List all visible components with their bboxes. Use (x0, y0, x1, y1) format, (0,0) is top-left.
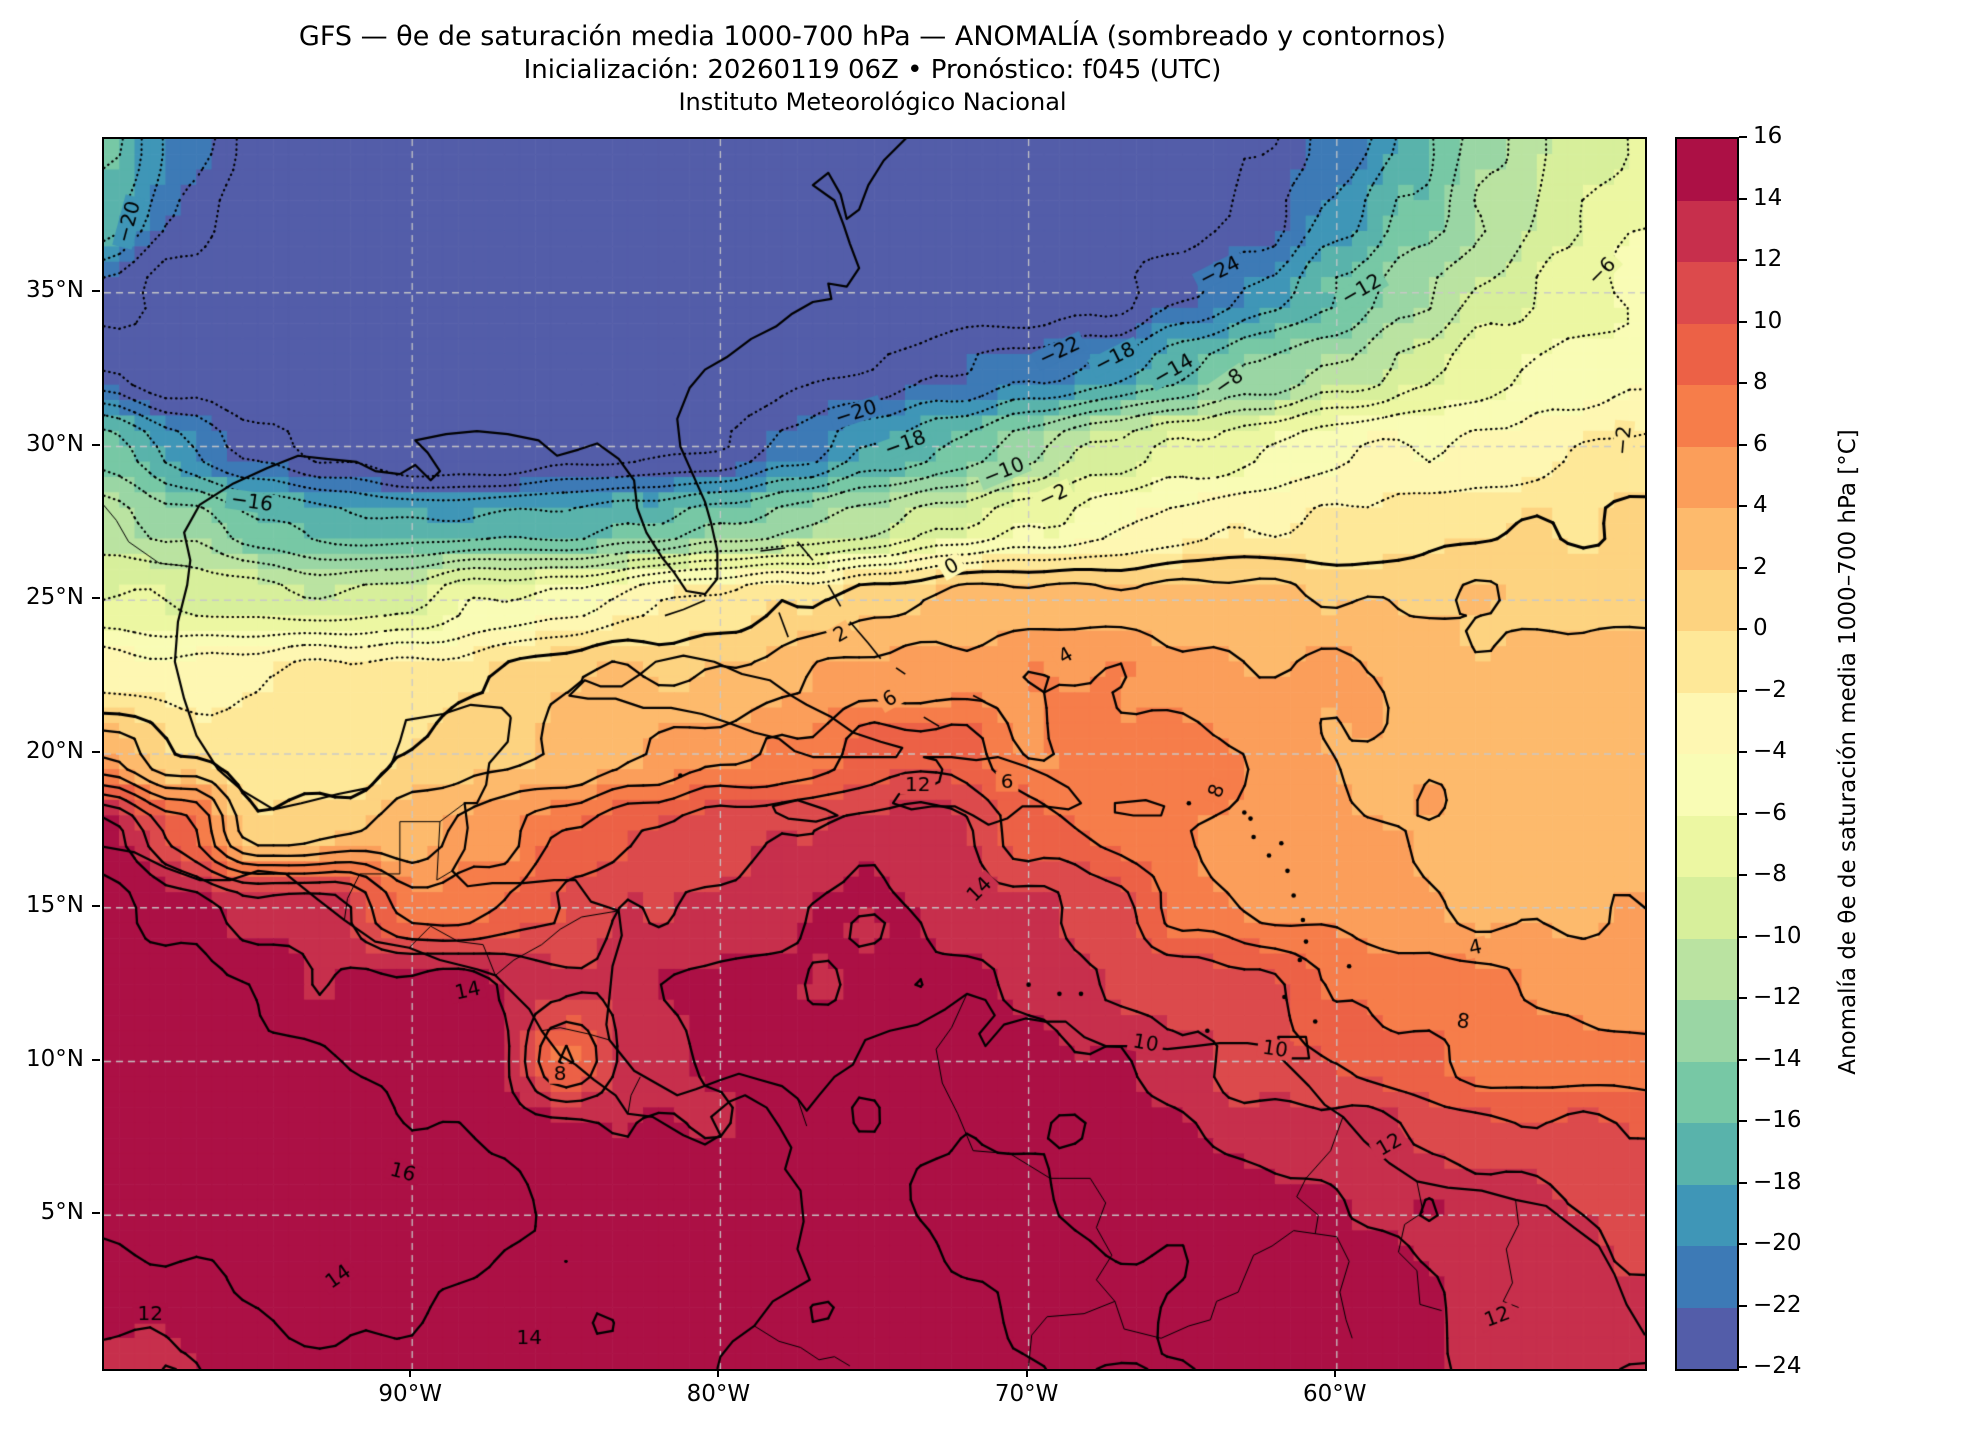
colorbar-segment (1677, 139, 1737, 201)
colorbar-tick-label: 2 (1753, 553, 1768, 580)
colorbar-tick-label: −2 (1753, 676, 1787, 703)
colorbar-tick-label: 8 (1753, 369, 1768, 395)
colorbar-tick (1739, 997, 1747, 999)
colorbar-title: Anomalía de θe de saturación media 1000–… (1798, 137, 1898, 1367)
figure-subtitle: Inicialización: 20260119 06Z • Pronóstic… (523, 55, 1222, 85)
colorbar-tick-label: 10 (1753, 307, 1783, 334)
figure-institution: Instituto Meteorológico Nacional (678, 88, 1067, 116)
map-canvas (104, 139, 1645, 1369)
colorbar-tick (1739, 874, 1747, 876)
colorbar-tick-label: −22 (1753, 1291, 1802, 1318)
x-tick-label: 70°W (994, 1381, 1059, 1407)
y-tick-label: 35°N (26, 276, 84, 303)
y-tick (92, 289, 100, 292)
colorbar-segment (1677, 1307, 1737, 1369)
x-tick (717, 1369, 720, 1377)
colorbar-tick-label: −24 (1753, 1353, 1802, 1379)
colorbar-tick-label: −20 (1753, 1230, 1802, 1256)
colorbar-segment (1677, 815, 1737, 877)
colorbar-segment (1677, 1246, 1737, 1308)
colorbar-tick (1739, 197, 1747, 200)
x-tick (409, 1369, 412, 1377)
y-tick-label: 30°N (26, 430, 84, 457)
colorbar-segment (1677, 877, 1737, 939)
colorbar-tick-label: 4 (1753, 492, 1768, 518)
colorbar-tick (1739, 1181, 1747, 1184)
colorbar-tick (1739, 935, 1747, 938)
x-tick (1333, 1369, 1336, 1377)
y-tick (92, 751, 100, 753)
colorbar-segment (1677, 385, 1737, 447)
colorbar-tick (1739, 1366, 1747, 1368)
colorbar-tick-label: −8 (1753, 861, 1787, 887)
figure-title: GFS — θe de saturación media 1000-700 hP… (298, 21, 1447, 52)
y-tick (92, 1212, 100, 1215)
y-tick-label: 20°N (26, 738, 84, 764)
y-tick-label: 25°N (26, 584, 84, 611)
colorbar-tick (1739, 259, 1747, 261)
colorbar-tick-label: 16 (1753, 123, 1783, 149)
colorbar-tick (1739, 751, 1747, 753)
colorbar (1675, 137, 1739, 1371)
colorbar-segment (1677, 200, 1737, 262)
colorbar-tick-label: −16 (1753, 1107, 1802, 1133)
colorbar-segment (1677, 692, 1737, 754)
x-tick-label: 60°W (1303, 1381, 1367, 1407)
x-tick (1025, 1369, 1028, 1377)
y-tick (92, 443, 100, 446)
colorbar-segment (1677, 1123, 1737, 1185)
y-tick (92, 904, 100, 907)
y-tick-label: 15°N (26, 891, 84, 918)
colorbar-segment (1677, 631, 1737, 693)
colorbar-tick (1739, 1120, 1747, 1122)
colorbar-tick (1739, 1243, 1747, 1245)
y-tick (92, 597, 100, 600)
colorbar-segment (1677, 446, 1737, 508)
colorbar-title-text: Anomalía de θe de saturación media 1000–… (1835, 429, 1861, 1075)
colorbar-tick-label: 0 (1753, 615, 1768, 641)
x-tick-label: 90°W (378, 1381, 442, 1407)
y-tick (92, 1058, 100, 1061)
y-tick-label: 5°N (40, 1199, 84, 1226)
colorbar-tick (1739, 1058, 1747, 1061)
colorbar-segment (1677, 1061, 1737, 1123)
colorbar-segment (1677, 262, 1737, 324)
colorbar-tick (1739, 1304, 1747, 1307)
colorbar-tick-label: −6 (1753, 799, 1787, 826)
colorbar-tick (1739, 812, 1747, 815)
colorbar-tick-label: −14 (1753, 1045, 1802, 1072)
colorbar-tick-label: 12 (1753, 246, 1783, 272)
colorbar-tick (1739, 505, 1747, 507)
colorbar-segment (1677, 1000, 1737, 1062)
title-block: GFS — θe de saturación media 1000-700 hP… (102, 20, 1643, 118)
colorbar-tick-label: −18 (1753, 1168, 1802, 1195)
colorbar-tick (1739, 566, 1747, 569)
colorbar-segment (1677, 569, 1737, 631)
colorbar-tick-label: 14 (1753, 184, 1783, 211)
colorbar-segment (1677, 754, 1737, 816)
colorbar-tick (1739, 382, 1747, 384)
colorbar-tick-label: 6 (1753, 430, 1768, 457)
colorbar-segment (1677, 323, 1737, 385)
colorbar-segment (1677, 938, 1737, 1000)
colorbar-segment (1677, 508, 1737, 570)
colorbar-tick (1739, 689, 1747, 692)
colorbar-segment (1677, 1184, 1737, 1246)
map-axes (102, 137, 1647, 1371)
x-tick-label: 80°W (686, 1381, 751, 1407)
colorbar-tick (1739, 320, 1747, 323)
colorbar-tick (1739, 443, 1747, 446)
colorbar-tick-label: −4 (1753, 738, 1787, 764)
colorbar-tick-label: −10 (1753, 922, 1802, 949)
colorbar-tick (1739, 136, 1747, 138)
colorbar-tick (1739, 628, 1747, 630)
y-tick-label: 10°N (26, 1045, 84, 1072)
colorbar-tick-label: −12 (1753, 984, 1802, 1010)
